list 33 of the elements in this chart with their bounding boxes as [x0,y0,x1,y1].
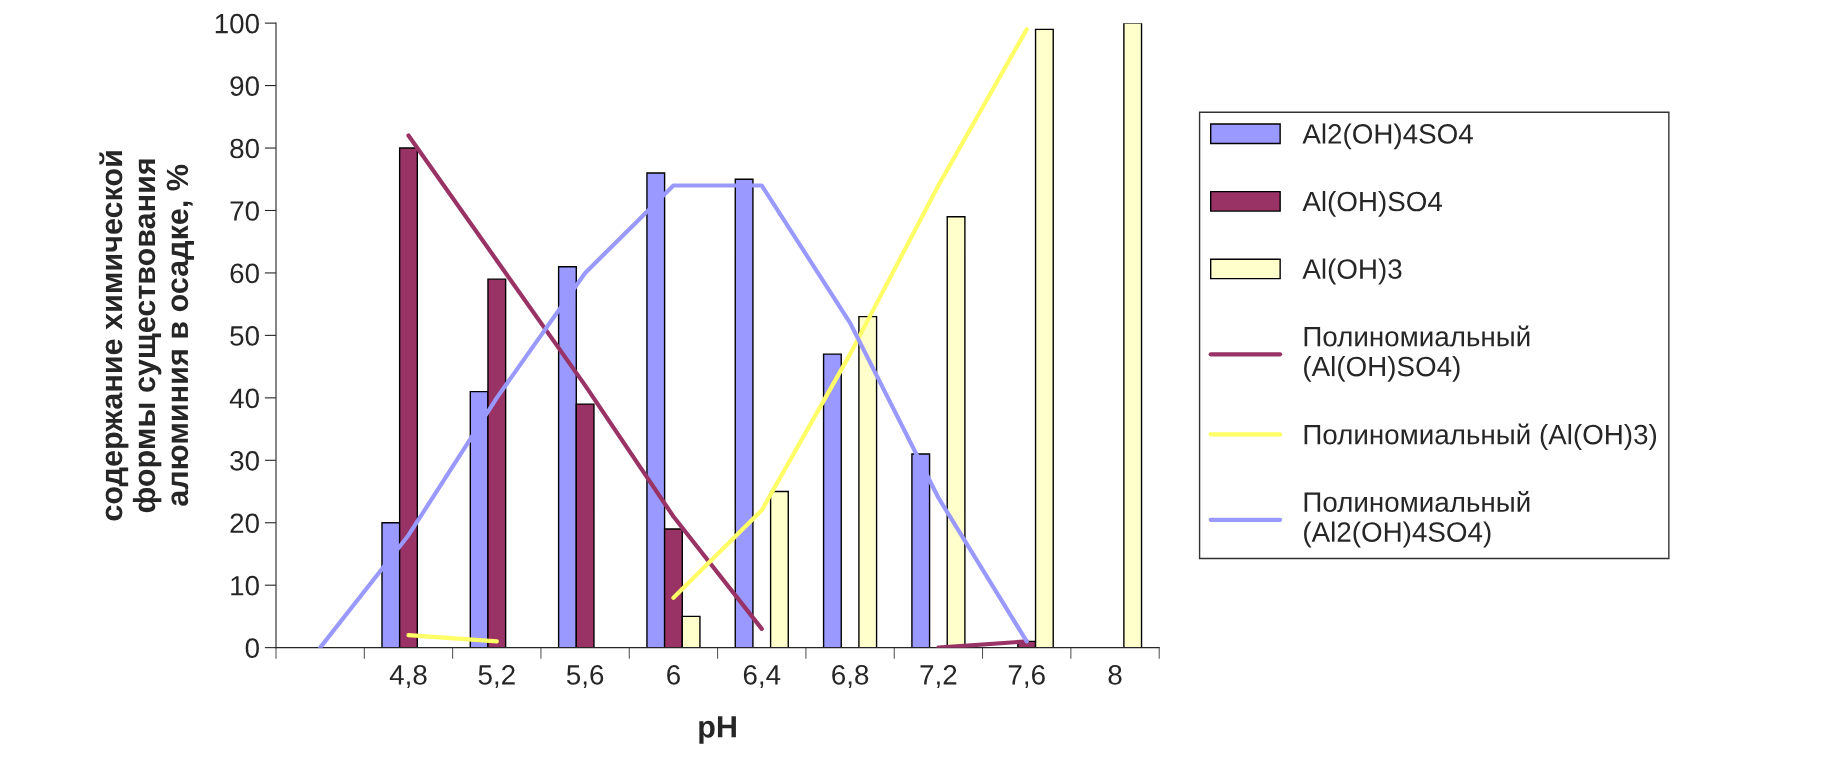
x-tick-label: 8 [1108,665,1122,685]
legend-label: Полиномиальный (Al(OH)SO4) [1304,325,1530,382]
x-axis-title: pH [699,716,736,744]
x-tick-label: 4,8 [389,665,427,688]
legend-label: Полиномиальный (Al2(OH)4SO4) [1304,491,1530,548]
y-tick-label: 100 [215,13,259,34]
y-tick-label: 40 [229,388,259,409]
bar [858,315,878,648]
x-tick-label: 7,2 [920,665,957,688]
y-tick-label: 50 [230,326,259,346]
x-tick-label: 5,2 [478,665,515,688]
y-tick-label: 20 [230,513,259,534]
bar [946,216,966,648]
y-tick-label: 10 [231,575,259,596]
bar [769,490,789,648]
y-tick-label: 70 [230,201,259,221]
legend-label: Al(OH)3 [1302,258,1402,285]
x-tick-label: 7,6 [1008,665,1045,688]
y-tick-label: 90 [230,76,259,96]
legend-label: Al2(OH)4SO4 [1302,123,1473,150]
x-tick-label: 6,4 [743,665,781,688]
x-tick-label: 6 [667,665,680,685]
x-tick-label: 6,8 [832,665,869,688]
y-tick-label: 0 [245,638,259,658]
legend-label: Полиномиальный (Al(OH)3) [1304,423,1657,450]
y-tick-label: 80 [230,138,259,159]
y-tick-label: 60 [230,263,259,284]
bar [1123,23,1143,648]
bar [822,353,842,648]
legend-label: Al(OH)SO4 [1302,190,1442,217]
x-tick-label: 5,6 [566,665,604,688]
y-axis-title: содержание химической формы существования алюминия в осадке, % [99,151,194,521]
y-tick-label: 30 [230,450,259,471]
